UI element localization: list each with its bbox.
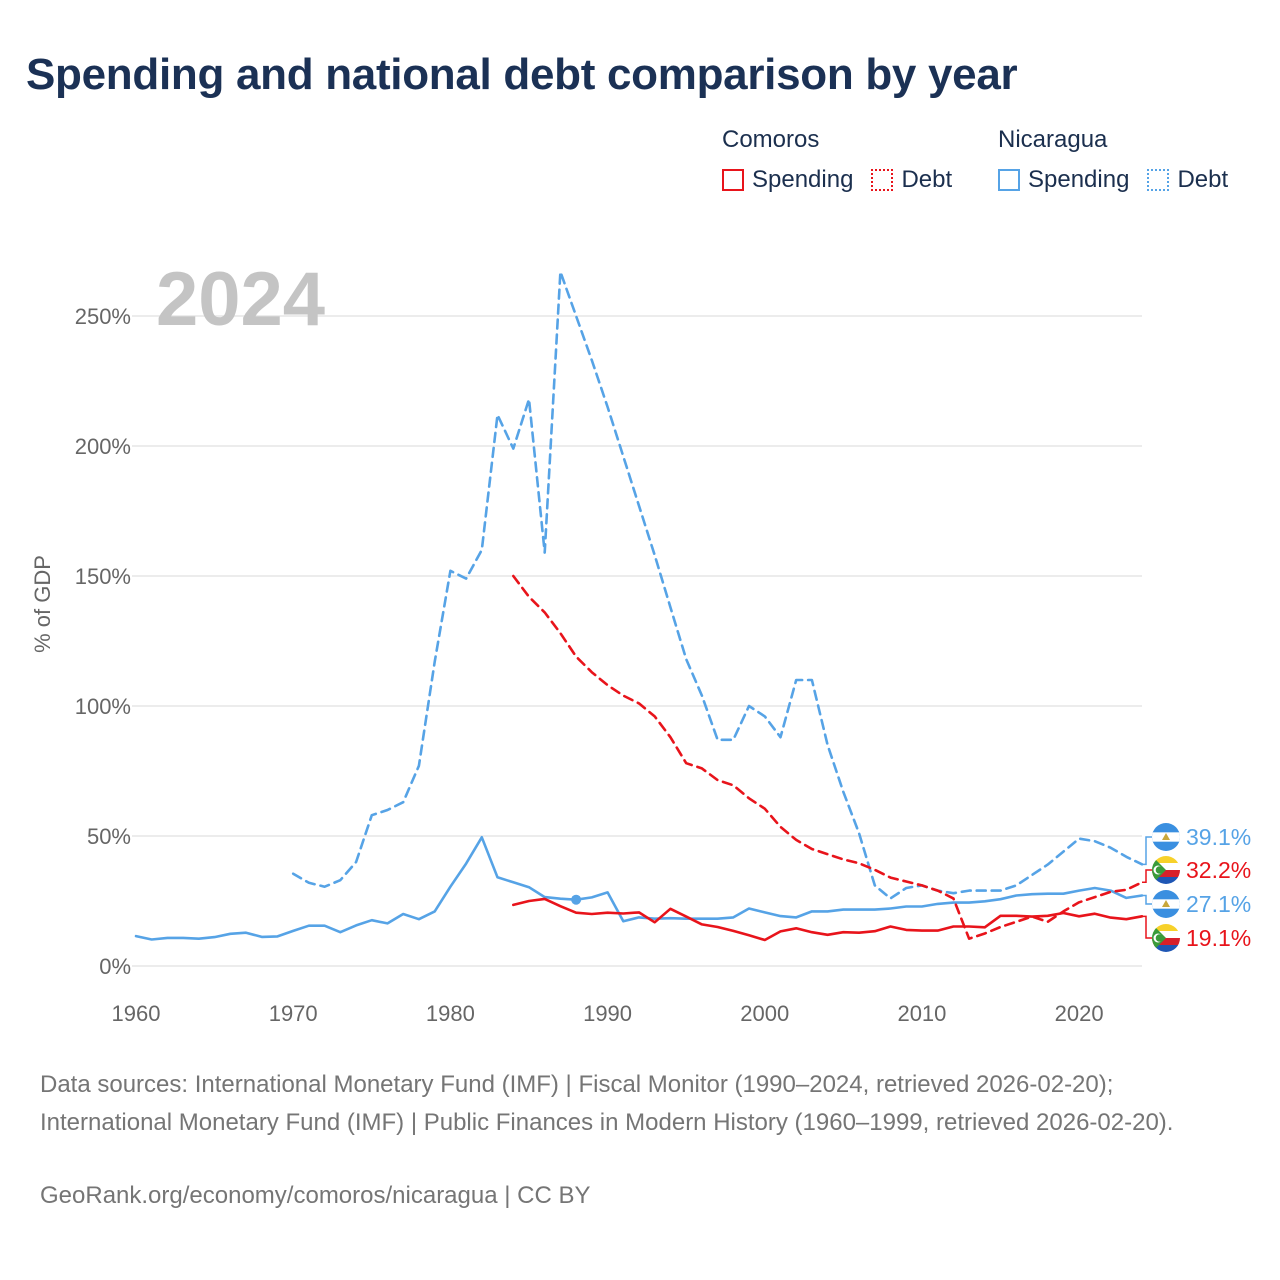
legend-nicaragua-spending[interactable]: Spending [998,166,1129,194]
x-tick-label: 1990 [583,1001,632,1026]
x-tick-label: 2000 [740,1001,789,1026]
end-label-value: 19.1% [1186,925,1251,951]
series-line-comoros-spending[interactable] [511,897,1144,942]
end-label-connector [1142,869,1152,884]
x-axis-ticks: 1960 1970 1980 1990 2000 2010 2020 [112,1001,1104,1026]
end-label-nicaragua-spending: 27.1% [1142,890,1251,918]
series-line-nicaragua-debt[interactable] [291,270,1144,900]
legend-label: Debt [901,166,953,193]
legend-swatch-solid [998,169,1020,191]
end-labels: 39.1% 32.2% 27.1% 19.1% [1142,823,1251,952]
end-label-comoros-spending: 19.1% [1142,915,1251,952]
flag-nicaragua-icon [1152,823,1180,851]
flag-nicaragua-icon [1152,890,1180,918]
end-label-value: 32.2% [1186,857,1251,883]
end-label-connector [1142,836,1152,866]
end-label-comoros-debt: 32.2% [1142,856,1251,884]
end-label-value: 27.1% [1186,891,1251,917]
series-line-comoros-debt[interactable] [511,574,1144,940]
end-label-connector [1142,915,1152,939]
highlight-point[interactable] [571,894,582,905]
series-points [571,894,582,905]
gridlines [132,315,1142,967]
flag-comoros-icon [1152,856,1180,884]
end-label-nicaragua-debt: 39.1% [1142,823,1251,866]
end-label-value: 39.1% [1186,824,1251,850]
end-label-connector [1142,894,1152,905]
x-tick-label: 2010 [897,1001,946,1026]
legend-label: Spending [752,166,854,193]
legend-swatch-solid [722,169,744,191]
legend-group-comoros: Comoros Spending Debt [722,124,952,194]
flag-comoros-icon [1152,924,1180,952]
x-tick-label: 1980 [426,1001,475,1026]
series-line-nicaragua-spending[interactable] [134,836,1144,941]
credit-link[interactable]: GeoRank.org/economy/comoros/nicaragua | … [40,1182,591,1209]
y-axis-label: % of GDP [30,555,55,653]
line-chart: 2024 % of GDP 0% 50% 100% 150% 200% 250% 1960… [30,257,1251,1026]
series-lines [134,270,1144,942]
x-tick-label: 2020 [1055,1001,1104,1026]
y-tick-label: 200% [75,434,131,459]
chart-title: Spending and national debt comparison by… [26,50,1018,99]
legend-group-name: Comoros [722,126,820,153]
y-tick-label: 150% [75,564,131,589]
legend-comoros-debt[interactable]: Debt [871,166,952,194]
y-tick-label: 50% [87,824,131,849]
legend-swatch-dotted [871,169,894,191]
legend-comoros-spending[interactable]: Spending [722,166,853,194]
x-tick-label: 1970 [269,1001,318,1026]
x-tick-label: 1960 [112,1001,161,1026]
legend-nicaragua-debt[interactable]: Debt [1147,166,1228,194]
legend-label: Spending [1028,166,1130,193]
data-sources: Data sources: International Monetary Fun… [40,1071,1174,1137]
year-watermark: 2024 [156,257,325,342]
y-tick-label: 0% [99,954,131,979]
y-tick-label: 250% [75,304,131,329]
y-tick-label: 100% [75,694,131,719]
legend-group-nicaragua: Nicaragua Spending Debt [998,124,1228,194]
legend-group-name: Nicaragua [998,126,1108,153]
legend-swatch-dotted [1147,169,1170,191]
legend-label: Debt [1177,166,1229,193]
y-axis-ticks: 0% 50% 100% 150% 200% 250% [75,304,131,979]
